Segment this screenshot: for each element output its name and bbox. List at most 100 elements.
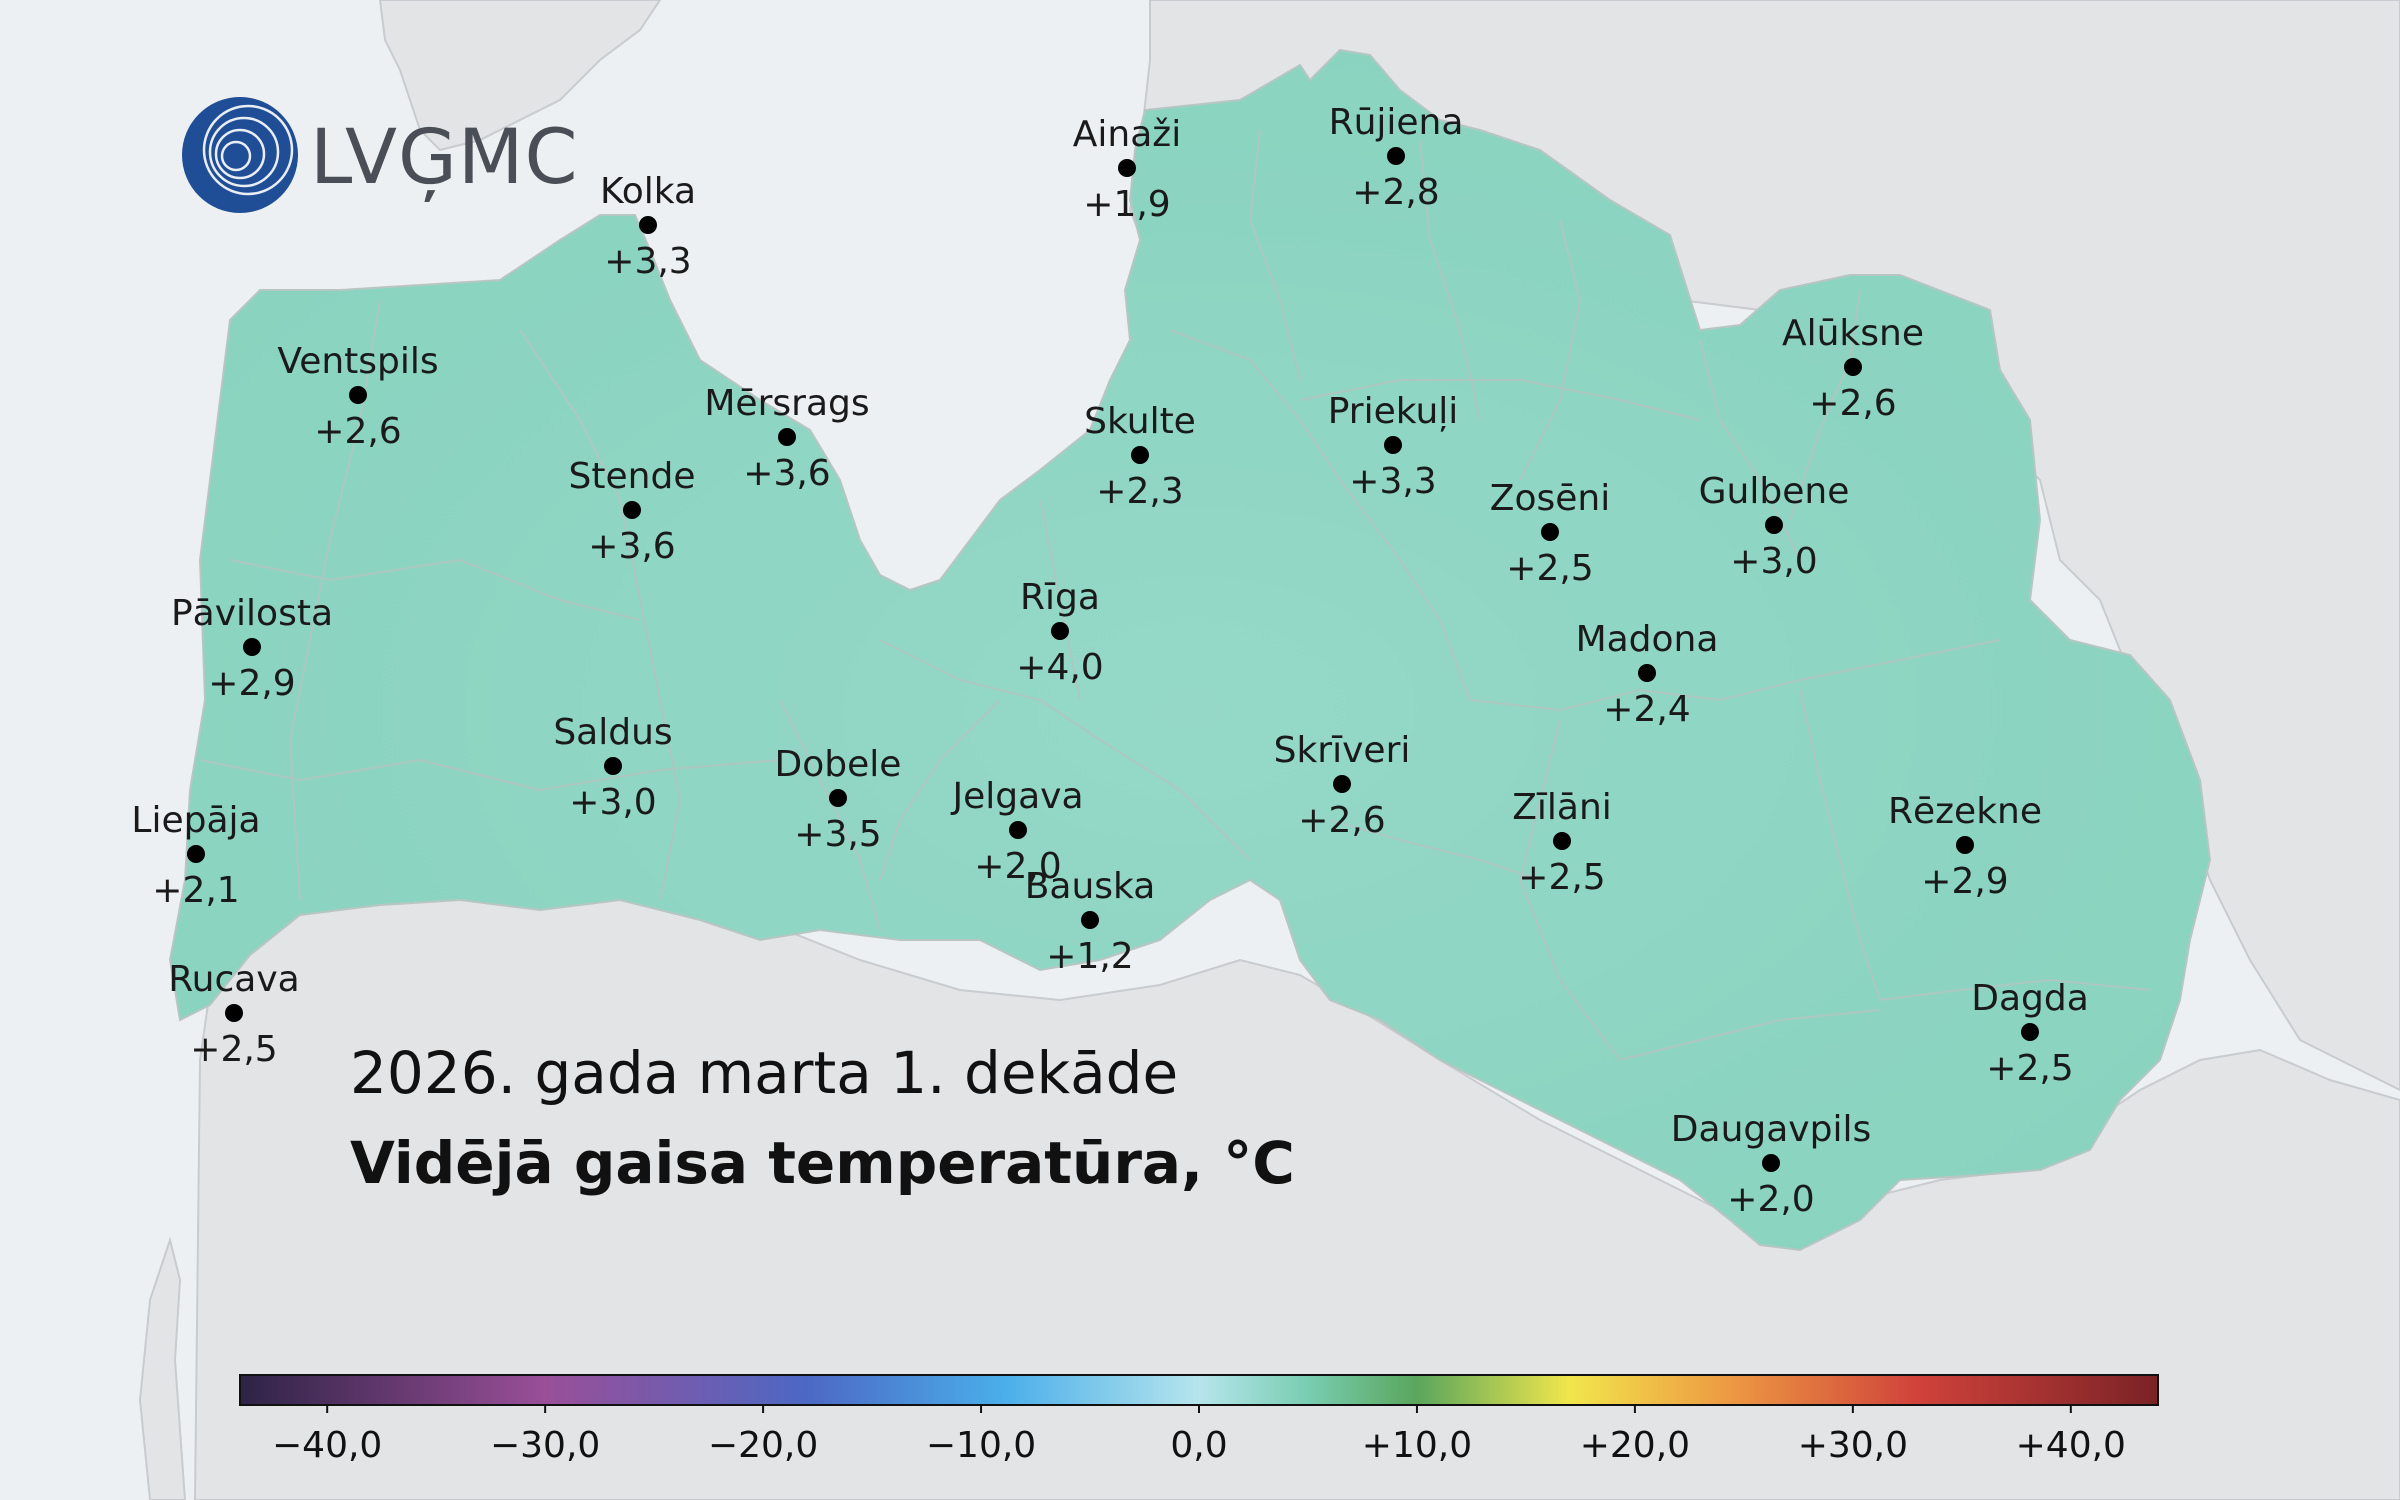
station-temperature: +3,3 [604,241,691,282]
station-marker: Alūksne +2,6 [1782,313,1924,424]
station-temperature: +4,0 [1016,647,1103,688]
station-marker: Stende +3,6 [569,456,696,567]
station-marker: Rūjiena +2,8 [1329,102,1464,213]
station-dot [1387,147,1405,165]
colorbar-ticks: −40,0 −30,0 −20,0 −10,0 0,0 +10,0 +20,0 +30,0 +4… [272,1405,2126,1466]
stations-layer: Kolka +3,3 Ainaži +1,9 Rūjiena +2,8 Ventspils +… [131,102,2088,1220]
station-name: Dobele [775,744,902,785]
station-marker: Zosēni +2,5 [1490,478,1610,589]
station-name: Ventspils [277,341,438,382]
station-dot [829,789,847,807]
station-marker: Rēzekne +2,9 [1888,791,2042,902]
station-name: Skulte [1084,401,1196,442]
colorbar-tick-label: −10,0 [926,1425,1036,1466]
colorbar-tick-label: −40,0 [272,1425,382,1466]
station-name: Mērsrags [704,383,869,424]
station-temperature: +3,6 [588,526,675,567]
station-marker: Dagda +2,5 [1971,978,2089,1089]
station-dot [349,386,367,404]
station-temperature: +2,9 [208,663,295,704]
station-name: Daugavpils [1671,1109,1871,1150]
station-marker: Daugavpils +2,0 [1671,1109,1871,1220]
station-dot [1051,622,1069,640]
colorbar-tick-label: 0,0 [1170,1425,1227,1466]
station-temperature: +1,2 [1046,936,1133,977]
station-dot [187,845,205,863]
colorbar-tick-label: +10,0 [1362,1425,1472,1466]
station-temperature: +3,3 [1349,461,1436,502]
station-dot [1956,836,1974,854]
station-temperature: +3,5 [794,814,881,855]
station-name: Ainaži [1073,114,1181,155]
station-name: Dagda [1971,978,2089,1019]
station-temperature: +1,9 [1083,184,1170,225]
island-land [378,0,662,152]
station-name: Rēzekne [1888,791,2042,832]
spit-land [138,1236,187,1500]
station-marker: Skrīveri +2,6 [1274,730,1411,841]
station-name: Zosēni [1490,478,1610,519]
station-temperature: +2,5 [1506,548,1593,589]
lvgmc-logo: LVĢMC [182,97,579,213]
station-dot [225,1004,243,1022]
colorbar-tick-label: +40,0 [2016,1425,2126,1466]
station-temperature: +3,0 [569,782,656,823]
station-name: Alūksne [1782,313,1924,354]
station-temperature: +3,6 [743,453,830,494]
station-temperature: +2,5 [190,1029,277,1070]
station-dot [1638,664,1656,682]
station-marker: Saldus +3,0 [553,712,672,823]
station-name: Rucava [168,959,299,1000]
colorbar-tick-label: +30,0 [1798,1425,1908,1466]
station-temperature: +2,6 [314,411,401,452]
station-temperature: +3,0 [1730,541,1817,582]
colorbar-tick-label: −20,0 [708,1425,818,1466]
station-dot [1553,832,1571,850]
station-marker: Madona +2,4 [1576,619,1719,730]
station-name: Stende [569,456,696,497]
station-dot [623,501,641,519]
station-marker: Mērsrags +3,6 [704,383,869,494]
station-dot [1009,821,1027,839]
station-name: Priekuļi [1328,391,1459,432]
station-dot [1384,436,1402,454]
station-dot [1541,523,1559,541]
colorbar-tick-label: −30,0 [490,1425,600,1466]
station-temperature: +2,0 [974,846,1061,887]
station-name: Pāvilosta [171,593,333,634]
station-marker: Kolka +3,3 [600,171,696,282]
station-temperature: +2,8 [1352,172,1439,213]
station-name: Kolka [600,171,696,212]
station-temperature: +2,6 [1809,383,1896,424]
station-temperature: +2,1 [152,870,239,911]
station-marker: Jelgava +2,0 [950,776,1083,887]
station-dot [604,757,622,775]
station-name: Rūjiena [1329,102,1464,143]
map-title-variable: Vidējā gaisa temperatūra, °C [350,1129,1295,1197]
colorbar-ramp [239,1374,2159,1406]
station-marker: Rīga +4,0 [1016,577,1103,688]
station-dot [1118,159,1136,177]
station-name: Skrīveri [1274,730,1411,771]
station-marker: Liepāja +2,1 [131,800,260,911]
station-marker: Skulte +2,3 [1084,401,1196,512]
station-dot [1333,775,1351,793]
station-name: Madona [1576,619,1719,660]
station-dot [639,216,657,234]
logo-text: LVĢMC [310,112,579,202]
station-temperature: +2,0 [1727,1179,1814,1220]
station-temperature: +2,5 [1518,857,1605,898]
station-name: Zīlāni [1512,787,1612,828]
station-name: Gulbene [1699,471,1850,512]
municipal-borders [199,129,2151,1061]
station-name: Bauska [1025,866,1156,907]
station-marker: Zīlāni +2,5 [1512,787,1612,898]
station-dot [243,638,261,656]
colorbar-tick-label: +20,0 [1580,1425,1690,1466]
logo-emblem-icon [182,97,298,213]
station-temperature: +2,5 [1986,1048,2073,1089]
station-name: Jelgava [950,776,1083,817]
station-dot [1081,911,1099,929]
station-marker: Pāvilosta +2,9 [171,593,333,704]
station-marker: Rucava +2,5 [168,959,299,1070]
